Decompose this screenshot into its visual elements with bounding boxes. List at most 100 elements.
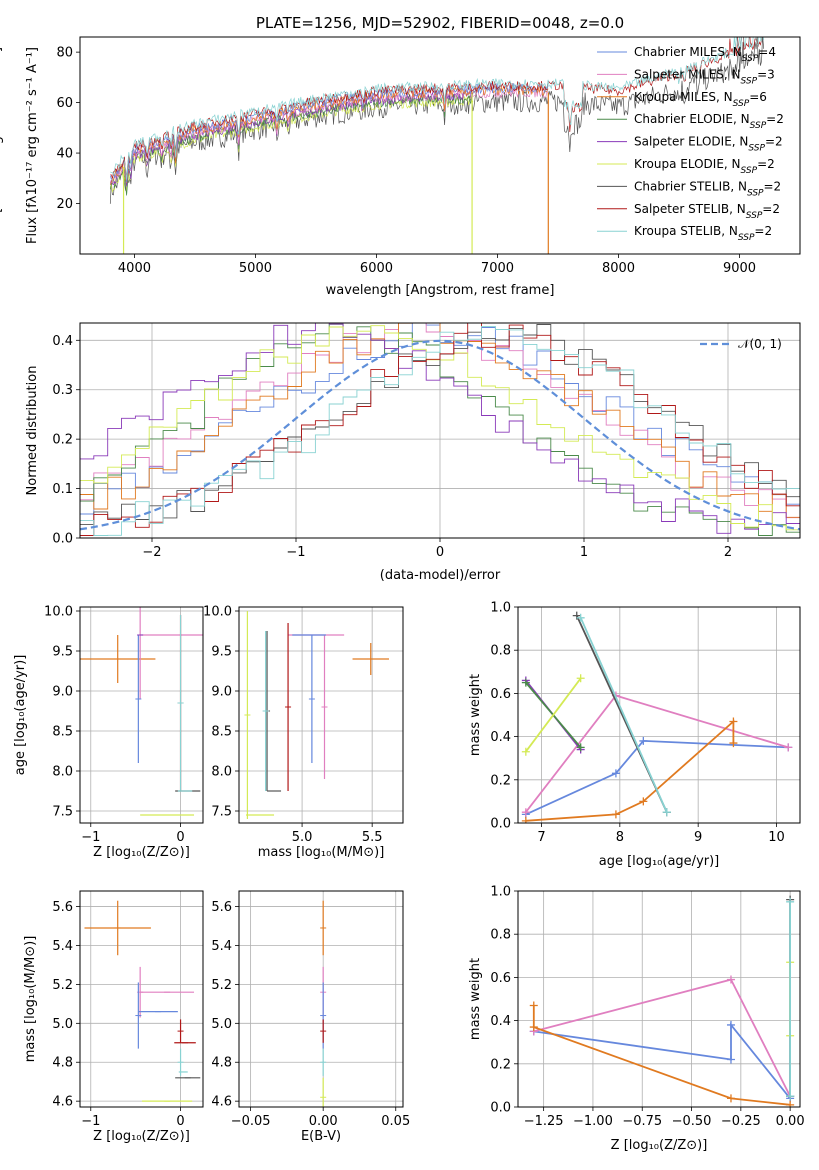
series-line-salpeter_miles (533, 978, 791, 1097)
series-marker (729, 717, 738, 726)
x-tick-label: −0.50 (672, 1114, 712, 1129)
series-marker (521, 816, 530, 823)
x-tick-label: 4000 (118, 261, 151, 276)
y-tick-label: 0.8 (490, 928, 511, 943)
histogram-salpeter_elodie (80, 323, 800, 538)
legend-entry: Chabrier MILES, NSSP=4 (634, 45, 776, 64)
y-tick-label: 0.1 (52, 482, 73, 497)
y-tick-label: 1.0 (490, 601, 511, 616)
axes-frame (79, 322, 801, 539)
series-marker (521, 808, 530, 817)
plot-area (109, 37, 765, 254)
legend-entry: Salpeter STELIB, NSSP=2 (634, 202, 780, 221)
x-tick-label: −1.25 (524, 1114, 564, 1129)
plot-area (80, 607, 203, 816)
y-tick-label: 0.4 (490, 730, 511, 745)
plot-area (84, 900, 201, 1102)
series-marker (726, 975, 735, 984)
x-tick-label: 0.00 (309, 1114, 338, 1129)
series-marker (529, 1001, 538, 1010)
x-axis-label: mass [log₁₀(M/M⊙)] (258, 845, 385, 860)
x-tick-label: 7000 (481, 261, 514, 276)
y-tick-label: 5.0 (211, 1017, 232, 1032)
x-tick-label: 10 (768, 830, 785, 845)
y-tick-label: 20 (56, 197, 73, 212)
y-tick-label: 8.0 (211, 765, 232, 780)
y-tick-label: 0.2 (490, 773, 511, 788)
x-tick-label: −2 (142, 545, 161, 560)
y-tick-label: 9.5 (52, 645, 73, 660)
legend: Chabrier MILES, NSSP=4 Salpeter MILES, NS… (597, 45, 784, 243)
series-line-kroupa_miles (532, 1005, 791, 1106)
y-axis-label: age [log₁₀(age/yr)] (13, 655, 28, 776)
y-tick-label: 4.8 (52, 1056, 73, 1071)
y-tick-label: 0.0 (52, 532, 73, 547)
spectrum-line-kroupa_stelib (110, 37, 765, 180)
plot-area (529, 895, 795, 1107)
age-vs-metallicity-panel: −1 0 7.5 8.0 8.5 9.0 9.5 10.0 Z [log₁₀(Z/Z⊙)] age… (13, 605, 204, 860)
y-tick-label: 60 (56, 96, 73, 111)
y-tick-label: 0.6 (490, 971, 511, 986)
x-tick-label: 8000 (602, 261, 635, 276)
y-axis-label: mass weight (468, 958, 483, 1040)
axes-frame (238, 606, 404, 824)
series-marker (662, 808, 671, 817)
y-tick-label: 0.6 (490, 687, 511, 702)
y-tick-label: 0.8 (490, 644, 511, 659)
x-tick-label: −1 (81, 830, 100, 845)
legend-entry: Salpeter ELODIE, NSSP=2 (634, 135, 783, 154)
series-marker (639, 797, 648, 806)
age-vs-mass-panel: 5.0 5.5 7.5 8.0 8.5 9.0 9.5 10.0 mass [log₁₀(M/M… (203, 605, 404, 860)
series-marker (611, 810, 620, 819)
y-tick-label: 5.2 (211, 978, 232, 993)
series-marker (611, 769, 620, 778)
series-marker (726, 1055, 735, 1064)
x-tick-label: 1 (580, 545, 588, 560)
x-axis-label: wavelength [Angstrom, rest frame] (326, 283, 555, 298)
y-tick-label: 9.0 (211, 685, 232, 700)
axes-frame (79, 36, 801, 255)
axes-frame (238, 890, 404, 1108)
series-marker (786, 1092, 795, 1101)
x-tick-label: −0.25 (721, 1114, 761, 1129)
plot-area (244, 611, 389, 819)
y-tick-label: 5.6 (52, 900, 73, 915)
y-tick-label: 9.5 (211, 645, 232, 660)
spectrum-panel: 4000 5000 6000 7000 8000 9000 20 40 60 80 waveleng… (0, 36, 801, 298)
x-tick-label: 7 (537, 830, 545, 845)
y-axis-label: Flux [fλ10⁻¹⁷ erg cm⁻² s⁻¹ A⁻¹] (0, 47, 4, 244)
residual-histogram-panel: −2 −1 0 1 2 0.0 0.1 0.2 0.3 0.4 (data-model)/error… (25, 322, 801, 583)
series-marker (726, 1020, 735, 1029)
gaussian-curve (80, 339, 800, 531)
histogram-kroupa_stelib (80, 325, 800, 538)
x-tick-label: 0 (176, 830, 184, 845)
legend-entry: Chabrier STELIB, NSSP=2 (634, 179, 781, 198)
y-tick-label: 4.6 (211, 1095, 232, 1110)
legend-entry: Salpeter MILES, NSSP=3 (634, 67, 775, 86)
series-marker (521, 678, 530, 687)
series-marker (521, 747, 530, 756)
legend-gaussian-label: 𝒩(0, 1) (738, 337, 782, 351)
x-tick-label: −1.00 (573, 1114, 613, 1129)
y-tick-label: 10.0 (203, 605, 232, 620)
x-tick-label: 5.5 (362, 830, 383, 845)
x-tick-label: 9 (694, 830, 702, 845)
x-tick-label: 0.00 (776, 1114, 805, 1129)
y-tick-label: 8.5 (211, 725, 232, 740)
series-marker (576, 613, 585, 622)
y-tick-label: 8.5 (52, 725, 73, 740)
series-line-kroupa_elodie (525, 677, 582, 753)
plot-area (320, 900, 327, 1107)
series-marker (786, 897, 795, 906)
y-tick-label: 5.6 (211, 900, 232, 915)
y-tick-label: 4.6 (52, 1095, 73, 1110)
x-tick-label: 0 (436, 545, 444, 560)
x-axis-label: (data-model)/error (380, 568, 501, 583)
series-line-chabrier_miles (533, 1022, 791, 1099)
y-tick-label: 4.8 (211, 1056, 232, 1071)
series-marker (529, 1023, 538, 1032)
x-axis-label: age [log₁₀(age/yr)] (599, 854, 720, 869)
massweight-vs-age-panel: 7 8 9 10 0.0 0.2 0.4 0.6 0.8 1.0 age [log₁₀(age/yr… (468, 601, 801, 869)
x-tick-label: 5.0 (292, 830, 313, 845)
y-tick-label: 80 (56, 46, 73, 61)
